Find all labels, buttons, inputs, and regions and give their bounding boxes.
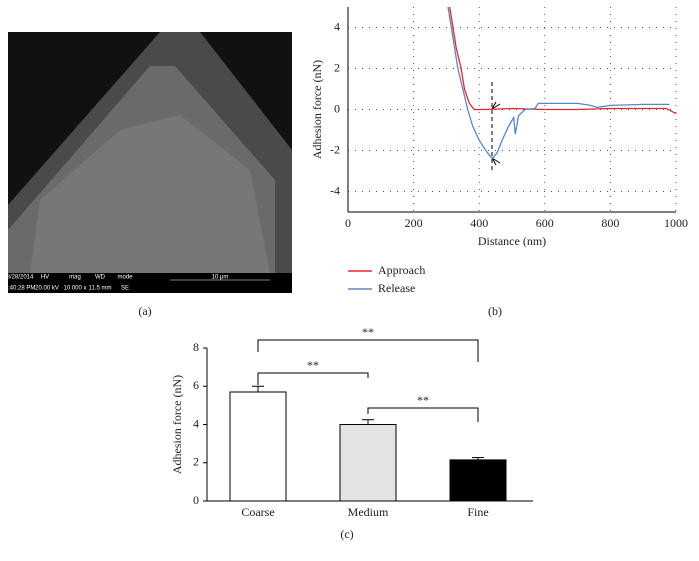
- significance-bracket: [257, 339, 479, 362]
- significance-bracket: [367, 407, 479, 422]
- y-tick-label: 6: [193, 378, 199, 392]
- x-tick-label: Medium: [348, 505, 389, 519]
- sem-info: mode: [117, 275, 133, 281]
- sem-image: 8/28/2014 HV mag WD mode 10 μm 4:40:28 PM 20.00…: [5, 32, 292, 293]
- bar: [339, 424, 397, 502]
- sem-info: WD: [95, 275, 106, 281]
- significance-label: **: [417, 393, 429, 407]
- series-line: [449, 6, 677, 115]
- y-tick-label: 4: [334, 19, 340, 33]
- series-line: [447, 6, 670, 160]
- panel-label: (c): [340, 527, 353, 541]
- y-tick-label: 0: [334, 101, 340, 115]
- significance-label: **: [362, 325, 374, 339]
- sem-info: 8/28/2014: [7, 275, 34, 281]
- y-axis-label: Adhesion force (nN): [170, 375, 184, 474]
- particle-layer: [30, 115, 270, 273]
- x-axis-label: Distance (nm): [478, 234, 546, 248]
- sem-info: HV: [41, 275, 49, 281]
- x-tick-label: Fine: [467, 505, 488, 519]
- sem-info: mag: [69, 275, 81, 281]
- legend-label: Approach: [378, 263, 425, 277]
- bar: [449, 459, 507, 502]
- sem-info: 20.00 kV: [35, 286, 59, 292]
- y-tick-label: 2: [193, 455, 199, 469]
- sem-info: SE: [121, 286, 129, 292]
- y-tick-label: 0: [193, 493, 199, 507]
- arrow: [491, 157, 501, 166]
- y-tick-label: 8: [193, 340, 199, 354]
- bar: [229, 391, 287, 502]
- arrow: [491, 101, 501, 110]
- x-tick-label: 0: [345, 216, 351, 230]
- x-tick-label: Coarse: [241, 505, 274, 519]
- x-tick-label: 400: [470, 216, 488, 230]
- x-tick-label: 200: [405, 216, 423, 230]
- y-tick-label: 4: [193, 416, 199, 430]
- x-tick-label: 800: [601, 216, 619, 230]
- y-tick-label: 2: [334, 60, 340, 74]
- y-tick-label: -2: [330, 142, 340, 156]
- info-bar: [8, 273, 292, 293]
- x-tick-label: 1000: [664, 216, 688, 230]
- panel-label: (b): [488, 304, 502, 318]
- significance-bracket: [257, 372, 369, 385]
- sem-info: 4:40:28 PM: [5, 286, 36, 292]
- sem-info: 10 μm: [212, 275, 229, 281]
- legend-label: Release: [378, 281, 415, 295]
- x-tick-label: 600: [536, 216, 554, 230]
- y-axis-label: Adhesion force (nN): [310, 60, 324, 159]
- significance-label: **: [307, 358, 319, 372]
- panel-label: (a): [138, 304, 151, 318]
- sem-info: 11.5 mm: [89, 286, 112, 292]
- y-tick-label: -4: [330, 183, 340, 197]
- sem-info: 10 000 x: [63, 286, 86, 292]
